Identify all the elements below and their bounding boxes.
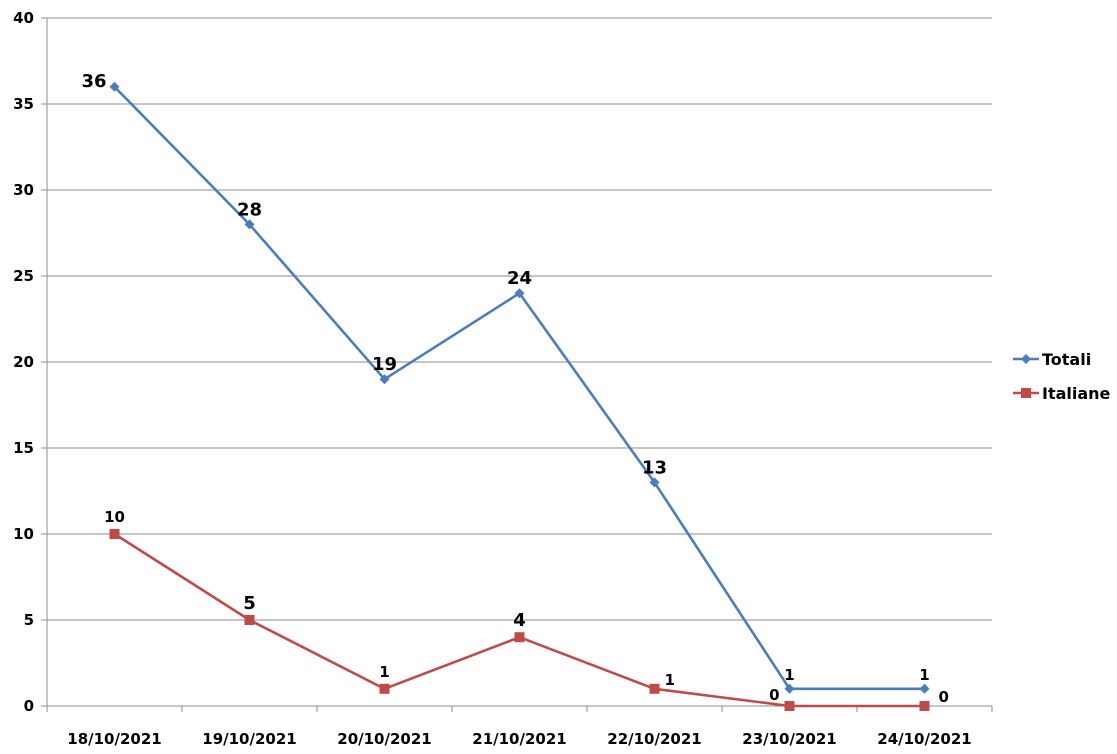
x-tick-label: 22/10/2021 (607, 730, 701, 748)
y-axis-tick-labels: 0 5 10 15 20 25 30 35 40 (13, 9, 34, 715)
x-tick-label: 19/10/2021 (202, 730, 296, 748)
data-label-totali: 24 (507, 268, 532, 289)
data-label-totali: 28 (237, 199, 262, 220)
gridlines (47, 17, 992, 621)
data-point-italiane (784, 701, 795, 711)
y-tick-label: 20 (13, 353, 34, 371)
data-point-italiane (919, 701, 930, 711)
x-axis-tick-labels: 18/10/2021 19/10/2021 20/10/2021 21/10/2021… (67, 730, 971, 748)
y-tick-label: 10 (13, 525, 34, 543)
data-point-totali (784, 683, 795, 694)
series-layer (109, 81, 930, 711)
data-label-totali: 1 (919, 666, 929, 684)
x-tick-label: 21/10/2021 (472, 730, 566, 748)
y-tick-label: 0 (24, 697, 34, 715)
data-point-totali (919, 683, 930, 694)
data-point-totali (244, 219, 255, 230)
data-label-italiane: 0 (769, 686, 779, 704)
y-tick-label: 25 (13, 267, 34, 285)
data-label-italiane: 0 (939, 688, 949, 706)
data-label-italiane: 10 (104, 508, 125, 526)
legend-label-italiane: Italiane (1042, 384, 1111, 403)
axes (41, 17, 993, 712)
data-point-italiane (244, 615, 255, 625)
legend: Totali Italiane (1013, 350, 1111, 403)
x-tick-label: 23/10/2021 (742, 730, 836, 748)
data-label-italiane: 1 (665, 671, 675, 689)
y-tick-label: 5 (24, 611, 34, 629)
y-tick-label: 15 (13, 439, 34, 457)
data-point-totali (514, 288, 525, 299)
data-point-italiane (379, 683, 390, 694)
legend-marker-totali (1021, 354, 1031, 364)
data-label-totali: 19 (372, 354, 397, 375)
legend-marker-italiane (1021, 388, 1031, 398)
data-point-italiane (649, 683, 660, 694)
x-tick-label: 18/10/2021 (67, 730, 161, 748)
data-point-totali (649, 477, 660, 488)
y-tick-label: 30 (13, 181, 34, 199)
data-label-italiane: 5 (243, 593, 256, 614)
x-tick-label: 24/10/2021 (877, 730, 971, 748)
x-tick-label: 20/10/2021 (337, 730, 431, 748)
data-label-italiane: 4 (513, 610, 526, 631)
series-line-totali (113, 85, 925, 691)
data-point-italiane (514, 632, 525, 643)
y-tick-label: 40 (13, 9, 34, 27)
data-point-italiane (109, 529, 120, 539)
data-label-totali: 1 (784, 666, 794, 684)
data-label-italiane: 1 (379, 663, 389, 681)
data-label-totali: 36 (81, 71, 106, 92)
data-point-totali (379, 374, 390, 385)
legend-label-totali: Totali (1042, 350, 1091, 369)
y-tick-label: 35 (13, 95, 34, 113)
data-label-totali: 13 (642, 457, 667, 478)
data-point-totali (109, 81, 120, 92)
